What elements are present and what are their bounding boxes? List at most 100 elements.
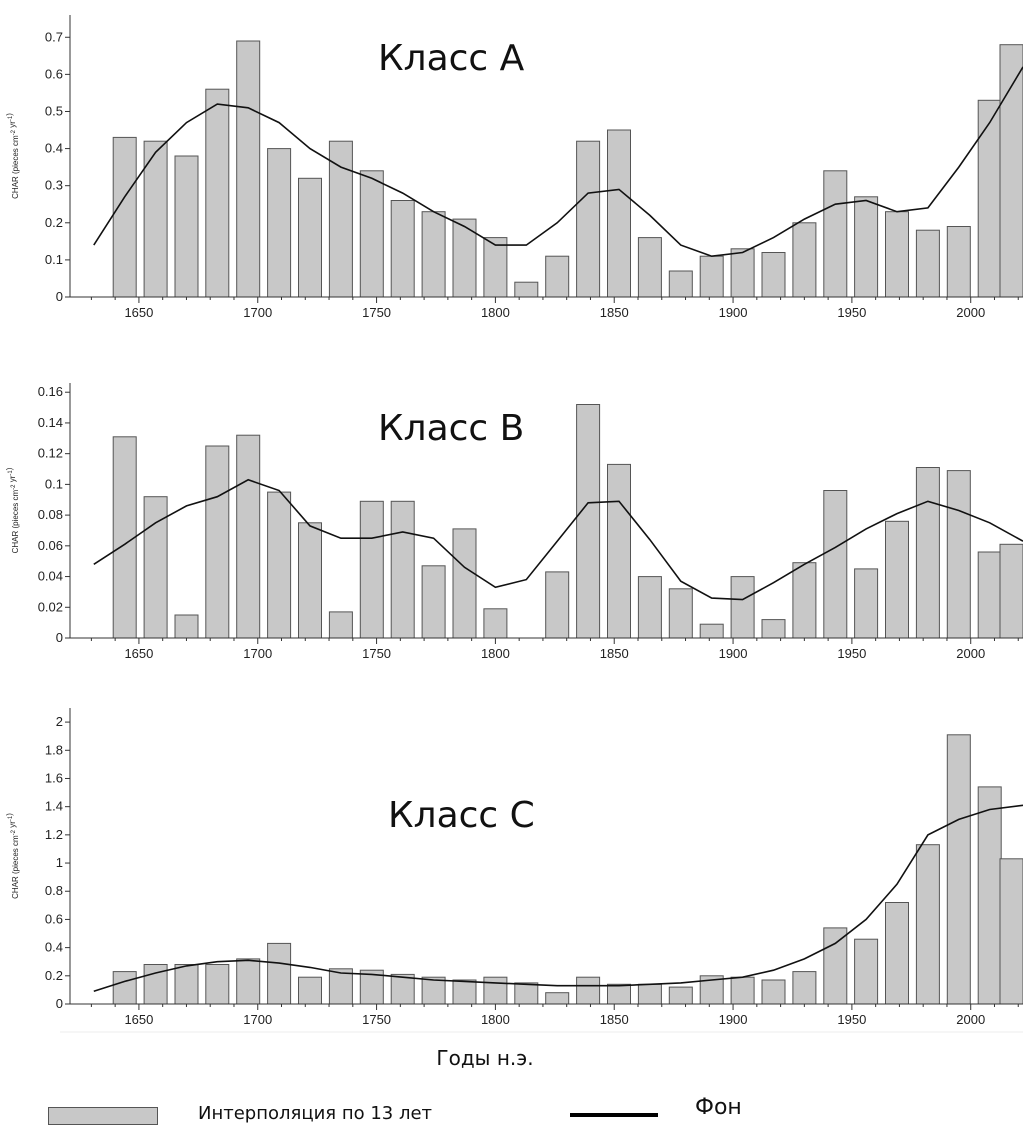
bar bbox=[452, 979, 477, 1005]
background-line bbox=[93, 804, 1023, 993]
bar bbox=[545, 255, 570, 298]
bar bbox=[823, 490, 848, 639]
legend-bar-label: Интерполяция по 13 лет bbox=[198, 1103, 433, 1124]
bar bbox=[730, 248, 755, 298]
bar bbox=[607, 129, 631, 298]
y-tick-label: 0 bbox=[56, 630, 63, 645]
x-tick-label: 1950 bbox=[837, 1012, 866, 1027]
bar bbox=[792, 971, 817, 1005]
x-tick-label: 1800 bbox=[481, 1012, 510, 1027]
charts-figure: 0 0.1 0.2 0.3 0.4 0.5 0.6 0.7 1650 1700 1750 1800 18… bbox=[5, 15, 1023, 1033]
bar bbox=[885, 520, 909, 639]
x-tick-label: 1650 bbox=[124, 1012, 153, 1027]
bar bbox=[977, 551, 1002, 639]
bar bbox=[854, 938, 879, 1005]
y-tick-label: 0.8 bbox=[45, 883, 63, 898]
y-tick-label: 0.04 bbox=[38, 569, 63, 584]
y-tick-label: 0.06 bbox=[38, 538, 63, 553]
bar bbox=[421, 976, 446, 1005]
bar bbox=[699, 623, 724, 639]
bar bbox=[298, 522, 322, 639]
x-tick-label: 1750 bbox=[362, 305, 391, 320]
legend-line-label: Фон bbox=[695, 1095, 742, 1120]
legend-line-swatch bbox=[570, 1113, 658, 1117]
bar bbox=[854, 196, 879, 298]
bar bbox=[576, 976, 601, 1005]
bar bbox=[607, 983, 631, 1005]
y-tick-label: 0.16 bbox=[38, 384, 63, 399]
bar bbox=[946, 734, 971, 1005]
bar bbox=[483, 237, 508, 298]
x-tick-label: 2000 bbox=[956, 305, 985, 320]
x-tick-label: 1650 bbox=[124, 646, 153, 661]
chart-panel-3: 0 0.2 0.4 0.6 0.8 1 1.2 1.4 1.6 1.8 2 1650 1700 1750 1… bbox=[5, 708, 1023, 1027]
bar bbox=[545, 571, 570, 639]
y-tick-label: 0.08 bbox=[38, 507, 63, 522]
y-tick-label: 0.7 bbox=[45, 29, 63, 44]
bar bbox=[977, 786, 1002, 1005]
x-tick-label: 1950 bbox=[837, 646, 866, 661]
bar bbox=[915, 229, 940, 298]
x-tick-label: 1900 bbox=[719, 646, 748, 661]
bar bbox=[761, 619, 786, 639]
bar bbox=[637, 237, 662, 298]
bar bbox=[946, 226, 971, 298]
bar bbox=[112, 136, 137, 298]
panel-title: Класс А bbox=[378, 38, 525, 79]
y-tick-label: 0.12 bbox=[38, 446, 63, 461]
bar bbox=[483, 608, 508, 639]
bar bbox=[390, 200, 415, 298]
x-tick-label: 1700 bbox=[243, 646, 272, 661]
x-tick-label: 1650 bbox=[124, 305, 153, 320]
bar bbox=[792, 222, 817, 298]
bar bbox=[359, 500, 384, 639]
bar bbox=[792, 562, 817, 639]
x-tick-label: 1950 bbox=[837, 305, 866, 320]
x-tick-label: 2000 bbox=[956, 1012, 985, 1027]
bar bbox=[359, 170, 384, 298]
x-tick-label: 1900 bbox=[719, 1012, 748, 1027]
legend-bar-swatch bbox=[48, 1107, 158, 1125]
y-tick-label: 1.2 bbox=[45, 827, 63, 842]
panel-title: Класс С bbox=[388, 795, 535, 836]
y-tick-label: 1.8 bbox=[45, 742, 63, 757]
bar bbox=[390, 500, 415, 639]
bar bbox=[761, 252, 786, 298]
bar bbox=[174, 155, 199, 298]
bar bbox=[328, 611, 353, 639]
bar bbox=[205, 445, 230, 639]
y-axis-label: CHAR (pieces cm-2 yr-1) bbox=[5, 467, 20, 553]
background-line bbox=[93, 478, 1023, 601]
bar bbox=[637, 576, 662, 639]
y-tick-label: 1 bbox=[56, 855, 63, 870]
panel-title: Класс В bbox=[378, 408, 524, 449]
y-tick-label: 0.14 bbox=[38, 415, 63, 430]
bar bbox=[205, 964, 230, 1005]
bar bbox=[576, 140, 601, 298]
y-tick-label: 0.2 bbox=[45, 215, 63, 230]
x-tick-label: 2000 bbox=[956, 646, 985, 661]
y-tick-label: 0.4 bbox=[45, 940, 63, 955]
bar bbox=[823, 927, 848, 1005]
bar bbox=[946, 470, 971, 639]
y-tick-label: 0.6 bbox=[45, 911, 63, 926]
bar bbox=[668, 588, 693, 639]
x-tick-label: 1800 bbox=[481, 646, 510, 661]
bar bbox=[421, 565, 446, 639]
bar bbox=[452, 528, 477, 639]
y-tick-label: 0.4 bbox=[45, 141, 63, 156]
x-tick-label: 1850 bbox=[600, 646, 629, 661]
bar bbox=[637, 983, 662, 1005]
bar bbox=[112, 971, 137, 1005]
bar bbox=[174, 964, 199, 1005]
x-tick-label: 1850 bbox=[600, 1012, 629, 1027]
y-tick-label: 0.5 bbox=[45, 103, 63, 118]
bar bbox=[236, 434, 261, 639]
bar bbox=[483, 976, 508, 1005]
bar bbox=[854, 568, 879, 639]
bar bbox=[267, 148, 292, 298]
x-axis-label: Годы н.э. bbox=[436, 1046, 534, 1070]
y-tick-label: 0.02 bbox=[38, 599, 63, 614]
x-tick-label: 1750 bbox=[362, 646, 391, 661]
bar bbox=[977, 99, 1002, 298]
